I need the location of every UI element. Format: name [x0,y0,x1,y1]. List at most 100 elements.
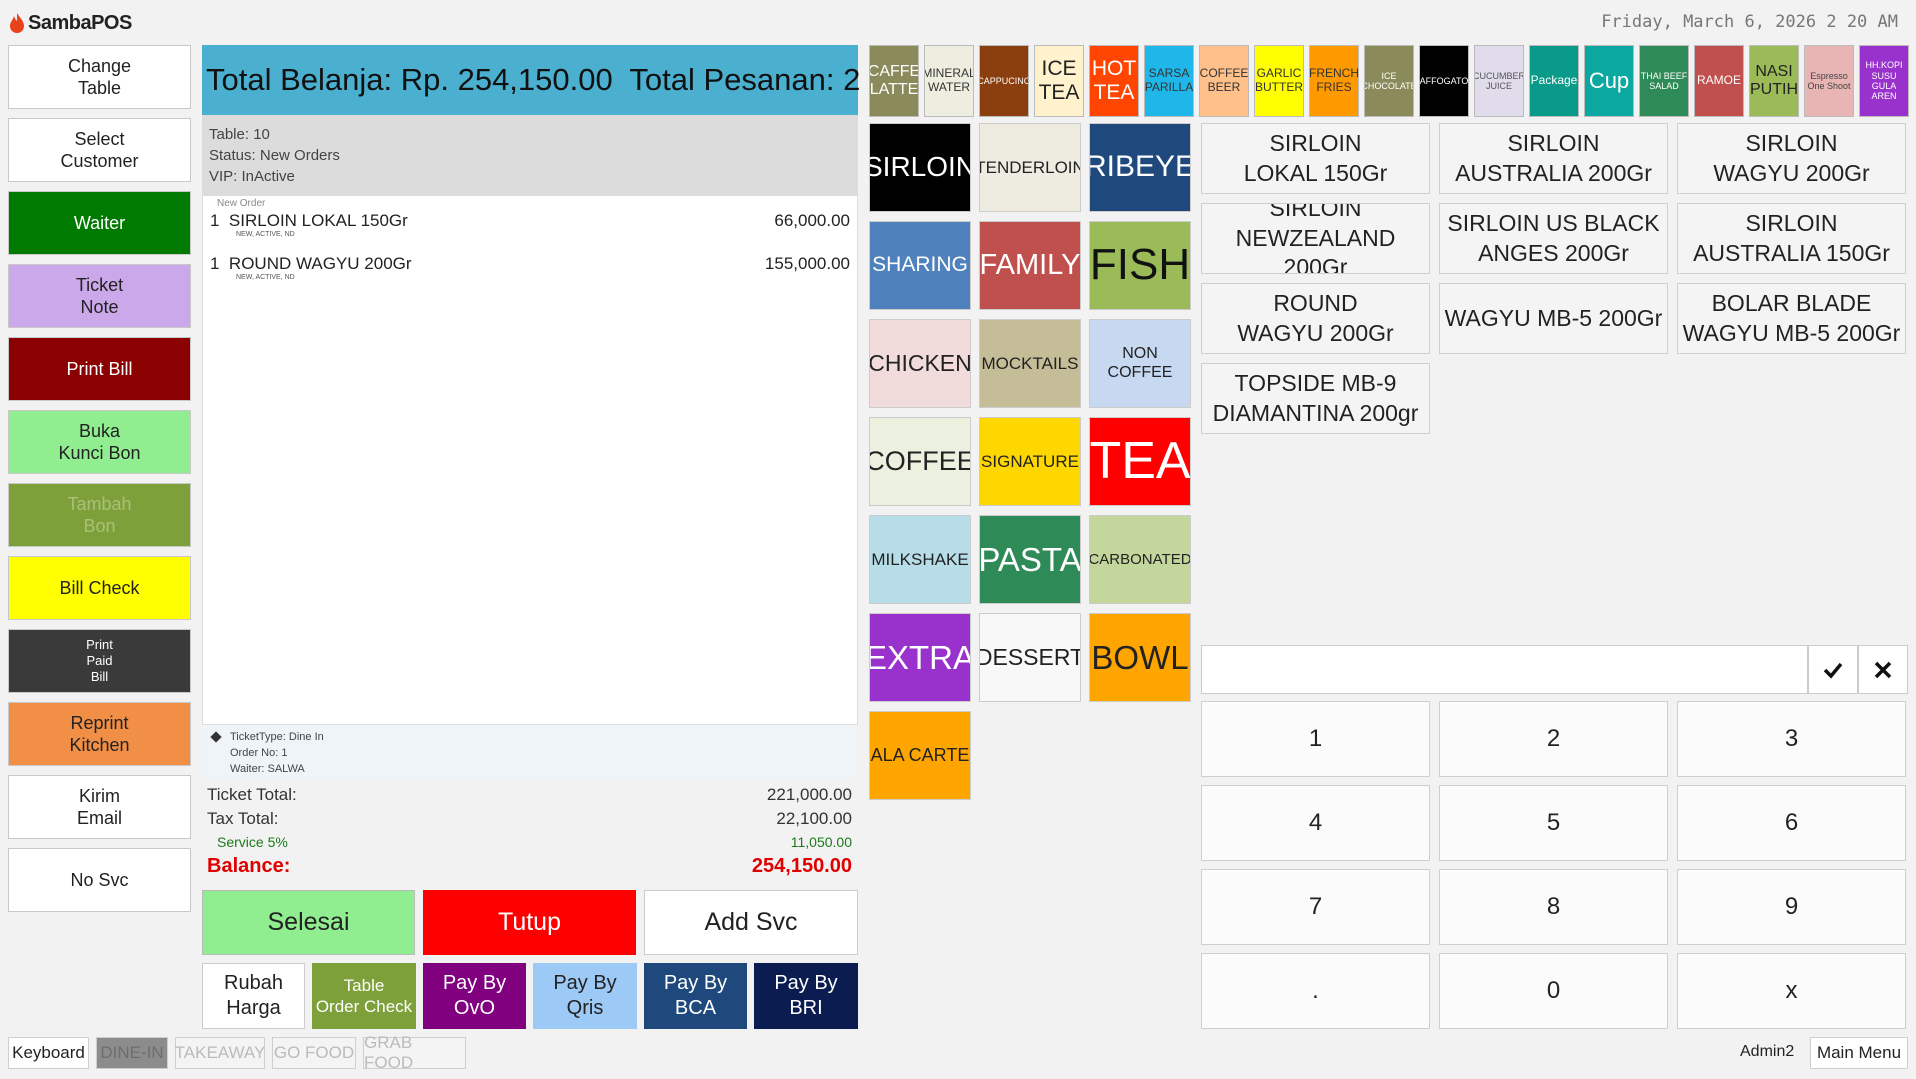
rubah-harga-button[interactable]: Rubah Harga [202,963,305,1029]
menu-item-sirloin-newzealand-200gr[interactable]: SIRLOIN NEWZEALAND 200Gr [1201,203,1430,274]
selesai-button[interactable]: Selesai [202,890,415,955]
waiter-button[interactable]: Waiter [8,191,191,255]
tab-grab-food[interactable]: GRAB FOOD [363,1033,466,1072]
numpad-input[interactable] [1201,645,1808,694]
numpad-key-8[interactable]: 8 [1439,869,1668,945]
menu-item-sirloin-australia-200gr[interactable]: SIRLOIN AUSTRALIA 200Gr [1439,123,1668,194]
menu-item-sirloin-australia-150gr[interactable]: SIRLOIN AUSTRALIA 150Gr [1677,203,1906,274]
balance-value: 254,150.00 [751,855,852,877]
top-category-mineral-water[interactable]: MINERAL WATER [924,45,974,117]
category-sirloin[interactable]: SIRLOIN [869,123,971,212]
top-category-cucumber-juice[interactable]: CUCUMBER JUICE [1474,45,1524,117]
tambah-bon-button[interactable]: Tambah Bon [8,483,191,547]
category-bowl[interactable]: BOWL [1089,613,1191,702]
category-pasta[interactable]: PASTA [979,515,1081,604]
numpad-key-1[interactable]: 1 [1201,701,1430,777]
category-ala-carte[interactable]: ALA CARTE [869,711,971,800]
numpad-key-dot[interactable]: . [1201,953,1430,1029]
ticket-note-button[interactable]: Ticket Note [8,264,191,328]
print-bill-button[interactable]: Print Bill [8,337,191,401]
category-grid: SIRLOIN TENDERLOIN RIBEYE SHARING FAMILY FISH… [869,123,1191,803]
category-signature[interactable]: SIGNATURE [979,417,1081,506]
clear-icon[interactable] [1858,645,1908,694]
menu-item-sirloin-wagyu-200gr[interactable]: SIRLOIN WAGYU 200Gr [1677,123,1906,194]
flame-icon [10,13,24,33]
top-category-package[interactable]: Package [1529,45,1579,117]
numpad-key-6[interactable]: 6 [1677,785,1906,861]
category-carbonated[interactable]: CARBONATED [1089,515,1191,604]
top-category-coffee-beer[interactable]: COFFEE BEER [1199,45,1249,117]
reprint-kitchen-button[interactable]: Reprint Kitchen [8,702,191,766]
category-milkshake[interactable]: MILKSHAKE [869,515,971,604]
menu-item-topside-mb-9-diamantina-200gr[interactable]: TOPSIDE MB-9 DIAMANTINA 200gr [1201,363,1430,434]
top-category-thai-beef-salad[interactable]: THAI BEEF SALAD [1639,45,1689,117]
numpad-key-multiply[interactable]: x [1677,953,1906,1029]
pay-bri-button[interactable]: Pay By BRI [754,963,858,1029]
menu-item-wagyu-mb-5-200gr[interactable]: WAGYU MB-5 200Gr [1439,283,1668,354]
top-category-hot-tea[interactable]: HOT TEA [1089,45,1139,117]
keyboard-button[interactable]: Keyboard [8,1037,89,1069]
confirm-icon[interactable] [1808,645,1858,694]
category-tenderloin[interactable]: TENDERLOIN [979,123,1081,212]
order-line[interactable]: 1 SIRLOIN LOKAL 150Gr 66,000.00 NEW, ACT… [203,211,857,254]
top-category-espresso-one-shoot[interactable]: Espresso One Shoot [1804,45,1854,117]
menu-item-sirloin-lokal-150gr[interactable]: SIRLOIN LOKAL 150Gr [1201,123,1430,194]
tag-icon [210,731,222,743]
category-non-coffee[interactable]: NON COFFEE [1089,319,1191,408]
numpad-key-0[interactable]: 0 [1439,953,1668,1029]
category-family[interactable]: FAMILY [979,221,1081,310]
top-category-caffe-latte[interactable]: CAFFE LATTE [869,45,919,117]
category-chicken[interactable]: CHICKEN [869,319,971,408]
numpad-key-4[interactable]: 4 [1201,785,1430,861]
tab-go-food[interactable]: GO FOOD [272,1037,356,1069]
order-qty: 1 [210,254,220,273]
tab-takeaway[interactable]: TAKEAWAY [175,1037,265,1069]
order-line[interactable]: 1 ROUND WAGYU 200Gr 155,000.00 NEW, ACTI… [203,254,857,297]
category-extra[interactable]: EXTRA [869,613,971,702]
category-sharing[interactable]: SHARING [869,221,971,310]
kirim-email-button[interactable]: Kirim Email [8,775,191,839]
tab-dine-in[interactable]: DINE-IN [96,1037,168,1069]
category-ribeye[interactable]: RIBEYE [1089,123,1191,212]
pay-ovo-button[interactable]: Pay By OvO [423,963,526,1029]
top-category-ice-tea[interactable]: ICE TEA [1034,45,1084,117]
ticket-orders: New Order 1 SIRLOIN LOKAL 150Gr 66,000.0… [202,195,858,725]
top-category-french-fries[interactable]: FRENCH FRIES [1309,45,1359,117]
top-category-ice-chocolate[interactable]: ICE CHOCOLATE [1364,45,1414,117]
top-category-ramoe[interactable]: RAMOE [1694,45,1744,117]
main-menu-button[interactable]: Main Menu [1810,1037,1908,1069]
top-category-cappucino[interactable]: CAPPUCINO [979,45,1029,117]
bill-check-button[interactable]: Bill Check [8,556,191,620]
no-svc-button[interactable]: No Svc [8,848,191,912]
category-fish[interactable]: FISH [1089,221,1191,310]
numpad-key-9[interactable]: 9 [1677,869,1906,945]
numpad-key-5[interactable]: 5 [1439,785,1668,861]
numpad-key-2[interactable]: 2 [1439,701,1668,777]
menu-item-sirloin-us-black-anges-200gr[interactable]: SIRLOIN US BLACK ANGES 200Gr [1439,203,1668,274]
menu-item-round-wagyu-200gr[interactable]: ROUND WAGYU 200Gr [1201,283,1430,354]
top-category-nasi-putih[interactable]: NASI PUTIH [1749,45,1799,117]
add-svc-button[interactable]: Add Svc [644,890,858,955]
change-table-button[interactable]: Change Table [8,45,191,109]
pay-bca-button[interactable]: Pay By BCA [644,963,747,1029]
category-dessert[interactable]: DESSERT [979,613,1081,702]
top-category-hh-kopi-susu-gula-aren[interactable]: HH.KOPI SUSU GULA AREN [1859,45,1909,117]
balance-label: Balance: [207,855,291,877]
menu-item-bolar-blade-wagyu-mb-5-200gr[interactable]: BOLAR BLADE WAGYU MB-5 200Gr [1677,283,1906,354]
print-paid-bill-button[interactable]: Print Paid Bill [8,629,191,693]
buka-kunci-bon-button[interactable]: Buka Kunci Bon [8,410,191,474]
category-mocktails[interactable]: MOCKTAILS [979,319,1081,408]
top-category-affogato[interactable]: AFFOGATO [1419,45,1469,117]
numpad-key-3[interactable]: 3 [1677,701,1906,777]
top-category-sarsa-parilla[interactable]: SARSA PARILLA [1144,45,1194,117]
category-coffee[interactable]: COFFEE [869,417,971,506]
top-category-cup[interactable]: Cup [1584,45,1634,117]
top-category-garlic-butter[interactable]: GARLIC BUTTER [1254,45,1304,117]
table-order-check-button[interactable]: Table Order Check [312,963,416,1029]
category-tea[interactable]: TEA [1089,417,1191,506]
pay-qris-button[interactable]: Pay By Qris [533,963,637,1029]
numpad-key-7[interactable]: 7 [1201,869,1430,945]
tutup-button[interactable]: Tutup [423,890,636,955]
select-customer-button[interactable]: Select Customer [8,118,191,182]
